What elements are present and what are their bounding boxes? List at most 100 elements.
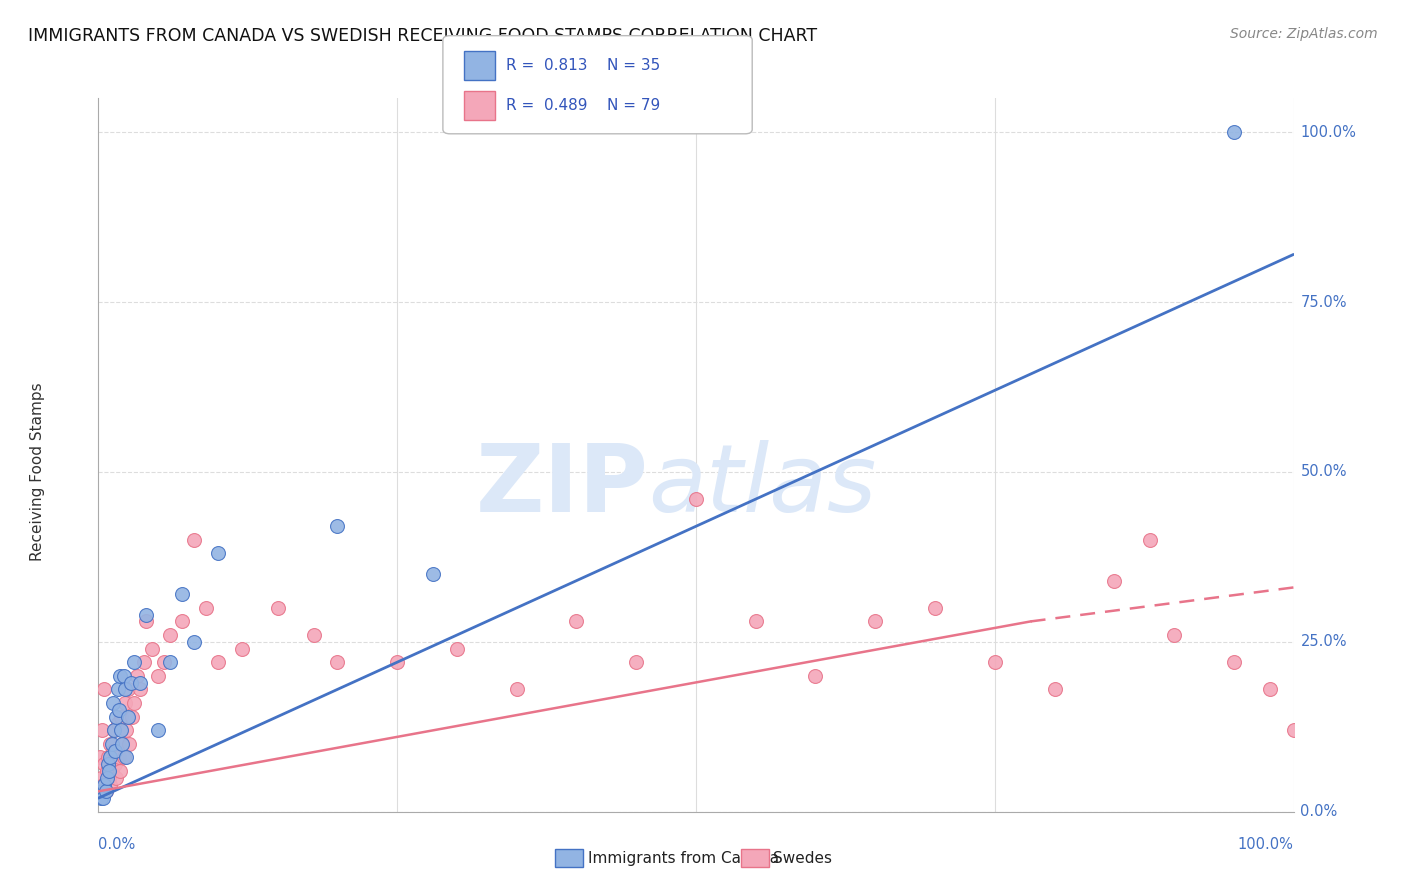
Point: [98, 737, 122, 751]
Point: [141, 641, 163, 656]
Point: [1102, 574, 1125, 588]
Point: [506, 682, 529, 697]
Point: [89, 750, 111, 764]
Point: [112, 750, 135, 764]
Point: [118, 737, 141, 751]
Point: [98, 771, 121, 785]
Point: [159, 628, 181, 642]
Point: [129, 675, 152, 690]
Point: [107, 750, 129, 764]
Point: [446, 641, 468, 656]
Point: [115, 723, 138, 738]
Point: [121, 709, 143, 723]
Point: [93, 682, 115, 697]
Point: [172, 587, 194, 601]
Text: 50.0%: 50.0%: [1301, 465, 1347, 479]
Point: [326, 655, 349, 669]
Text: R =  0.489    N = 79: R = 0.489 N = 79: [506, 98, 661, 113]
Point: [267, 600, 290, 615]
Point: [93, 757, 115, 772]
Text: Source: ZipAtlas.com: Source: ZipAtlas.com: [1230, 27, 1378, 41]
Point: [98, 750, 122, 764]
Text: 25.0%: 25.0%: [1301, 634, 1347, 649]
Point: [1043, 682, 1066, 697]
Point: [302, 628, 325, 642]
Point: [385, 655, 409, 669]
Point: [91, 778, 114, 792]
Point: [96, 764, 118, 778]
Text: 100.0%: 100.0%: [1237, 837, 1294, 852]
Point: [100, 764, 122, 778]
Point: [117, 682, 139, 697]
Point: [207, 546, 229, 560]
Point: [207, 655, 229, 669]
Point: [93, 778, 115, 792]
Text: Swedes: Swedes: [773, 851, 832, 865]
Point: [863, 615, 886, 629]
Point: [1258, 682, 1281, 697]
Point: [326, 519, 349, 533]
Point: [124, 655, 146, 669]
Point: [110, 709, 132, 723]
Point: [117, 709, 139, 723]
Text: 0.0%: 0.0%: [1301, 805, 1337, 819]
Point: [231, 641, 253, 656]
Point: [90, 791, 112, 805]
Point: [100, 737, 122, 751]
Point: [1163, 628, 1185, 642]
Text: IMMIGRANTS FROM CANADA VS SWEDISH RECEIVING FOOD STAMPS CORRELATION CHART: IMMIGRANTS FROM CANADA VS SWEDISH RECEIV…: [28, 27, 817, 45]
Point: [120, 675, 142, 690]
Point: [101, 743, 124, 757]
Point: [624, 655, 647, 669]
Point: [1282, 723, 1305, 738]
Point: [148, 723, 170, 738]
Point: [110, 723, 132, 738]
Point: [105, 771, 128, 785]
Point: [108, 669, 131, 683]
Point: [108, 764, 131, 778]
Point: [104, 743, 127, 757]
Point: [745, 615, 768, 629]
Point: [153, 655, 176, 669]
Point: [103, 723, 125, 738]
Point: [125, 669, 148, 683]
Point: [105, 709, 128, 723]
Point: [94, 784, 117, 798]
Point: [172, 615, 194, 629]
Point: [159, 655, 181, 669]
Point: [98, 764, 121, 778]
Point: [98, 778, 122, 792]
Point: [96, 771, 118, 785]
Point: [132, 655, 155, 669]
Text: 100.0%: 100.0%: [1301, 125, 1357, 140]
Point: [115, 750, 138, 764]
Point: [565, 615, 588, 629]
Point: [107, 682, 129, 697]
Point: [91, 791, 114, 805]
Point: [804, 669, 827, 683]
Point: [97, 750, 120, 764]
Point: [94, 784, 117, 798]
Point: [135, 615, 157, 629]
Point: [97, 757, 120, 772]
Point: [101, 696, 124, 710]
Text: Receiving Food Stamps: Receiving Food Stamps: [30, 383, 45, 561]
Text: atlas: atlas: [648, 440, 876, 531]
Point: [111, 737, 134, 751]
Point: [111, 737, 134, 751]
Point: [112, 669, 135, 683]
Point: [983, 655, 1005, 669]
Point: [685, 492, 707, 507]
Point: [90, 771, 112, 785]
Point: [135, 607, 157, 622]
Point: [124, 696, 146, 710]
Point: [1222, 655, 1246, 669]
Point: [114, 696, 136, 710]
Point: [924, 600, 946, 615]
Point: [148, 669, 170, 683]
Text: R =  0.813    N = 35: R = 0.813 N = 35: [506, 58, 661, 73]
Point: [104, 757, 127, 772]
Point: [1139, 533, 1161, 547]
Point: [114, 682, 136, 697]
Text: 75.0%: 75.0%: [1301, 294, 1347, 310]
